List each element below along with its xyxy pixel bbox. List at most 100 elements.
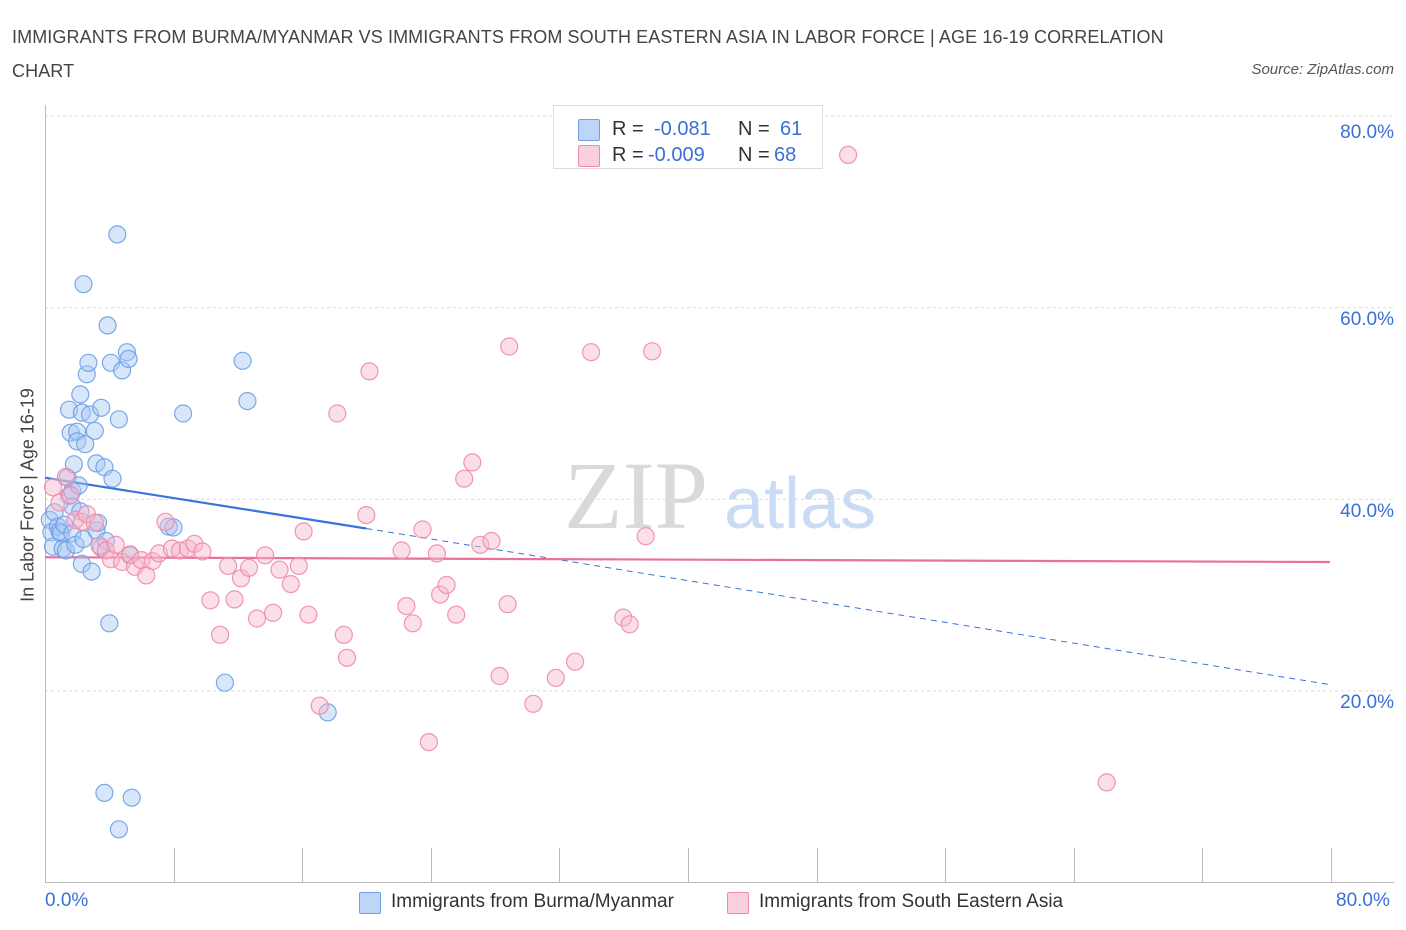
legend-label-sea: Immigrants from South Eastern Asia [759, 891, 1064, 912]
legend-label-burma: Immigrants from Burma/Myanmar [391, 891, 674, 912]
x-tick-label-min: 0.0% [45, 890, 89, 911]
point-burma [103, 469, 122, 488]
legend-r-value: -0.009 [648, 144, 705, 166]
point-sea [219, 556, 238, 576]
point-burma [45, 503, 64, 522]
point-burma [56, 541, 76, 560]
correlation-legend: R = -0.081 N = 61 R = -0.009 N = 68 [553, 105, 823, 169]
point-burma [92, 398, 111, 417]
point-sea [427, 544, 446, 563]
y-tick-label: 60.0% [1340, 309, 1394, 331]
point-sea [581, 343, 601, 362]
point-burma [112, 361, 132, 380]
point-sea [463, 453, 482, 472]
legend-swatch-sea [727, 892, 749, 914]
point-sea [281, 574, 300, 594]
point-sea [643, 342, 662, 361]
point-burma [71, 385, 90, 404]
point-burma [122, 788, 141, 807]
point-sea [247, 609, 267, 628]
point-burma [117, 343, 137, 362]
point-sea [360, 362, 379, 381]
trend-line-burma [44, 476, 367, 530]
point-sea [310, 696, 329, 715]
point-sea [455, 469, 474, 488]
point-sea [413, 520, 432, 539]
point-sea [270, 560, 289, 579]
watermark-zip: ZIP [564, 442, 708, 549]
point-sea [838, 145, 858, 164]
point-sea [334, 625, 353, 644]
legend-n-value: 68 [774, 144, 797, 166]
trend-line-sea [44, 556, 1331, 564]
point-burma [233, 351, 252, 370]
point-sea [636, 527, 655, 546]
point-burma [119, 349, 138, 368]
legend-n-value: 61 [780, 118, 803, 140]
legend-n-label: N = [738, 144, 770, 166]
point-sea [482, 531, 501, 551]
point-sea [620, 615, 639, 634]
point-sea [294, 522, 313, 541]
point-sea [61, 485, 80, 505]
point-burma [98, 316, 117, 335]
point-burma [109, 820, 129, 839]
point-burma [80, 405, 100, 424]
point-sea [490, 666, 509, 686]
point-sea [156, 512, 175, 531]
point-burma [108, 225, 127, 244]
point-sea [289, 556, 308, 576]
x-tick-label-max: 80.0% [1336, 890, 1390, 911]
point-burma [95, 783, 114, 803]
point-burma [82, 562, 101, 581]
point-burma [109, 410, 129, 429]
point-burma [76, 435, 95, 454]
trend-lines [44, 476, 1331, 686]
point-sea [392, 541, 411, 560]
point-sea [447, 605, 466, 624]
point-sea [106, 535, 125, 554]
y-axis-label: In Labor Force | Age 16-19 [17, 388, 38, 602]
legend-r-label: R = [612, 118, 644, 140]
legend-r-label: R = [612, 144, 644, 166]
legend-swatch-burma [578, 119, 600, 141]
point-burma [77, 365, 96, 384]
legend-r-value: -0.081 [654, 118, 711, 140]
series-legend: Immigrants from Burma/Myanmar Immigrants… [0, 889, 1406, 917]
chart-title: IMMIGRANTS FROM BURMA/MYANMAR VS IMMIGRA… [12, 27, 1164, 81]
y-tick-label: 40.0% [1340, 500, 1394, 522]
point-sea [357, 505, 376, 525]
point-sea [498, 595, 517, 614]
point-sea [56, 467, 76, 486]
point-sea [419, 732, 438, 752]
data-points [40, 145, 1116, 839]
point-sea [96, 541, 116, 560]
point-burma [79, 353, 98, 372]
point-sea [256, 546, 275, 565]
point-sea [431, 585, 450, 604]
point-sea [565, 652, 585, 671]
point-sea [524, 694, 543, 713]
point-sea [264, 603, 283, 622]
watermark-atlas: atlas [724, 464, 876, 544]
axes [45, 105, 1394, 883]
point-burma [174, 404, 193, 423]
y-tick-label: 80.0% [1340, 121, 1394, 143]
point-sea [211, 625, 230, 644]
point-sea [328, 404, 347, 423]
trend-line-burma-extension [366, 528, 1331, 686]
point-burma [238, 392, 257, 411]
point-sea [500, 337, 519, 356]
point-sea [1097, 773, 1116, 792]
point-burma [215, 673, 234, 692]
point-sea [299, 605, 318, 624]
point-sea [471, 535, 490, 554]
point-sea [403, 614, 422, 633]
point-burma [72, 554, 92, 574]
point-sea [337, 648, 357, 667]
point-burma [85, 421, 104, 440]
legend-swatch-sea [578, 145, 600, 167]
legend-n-label: N = [738, 118, 770, 140]
point-sea [225, 590, 244, 609]
point-sea [85, 513, 104, 532]
